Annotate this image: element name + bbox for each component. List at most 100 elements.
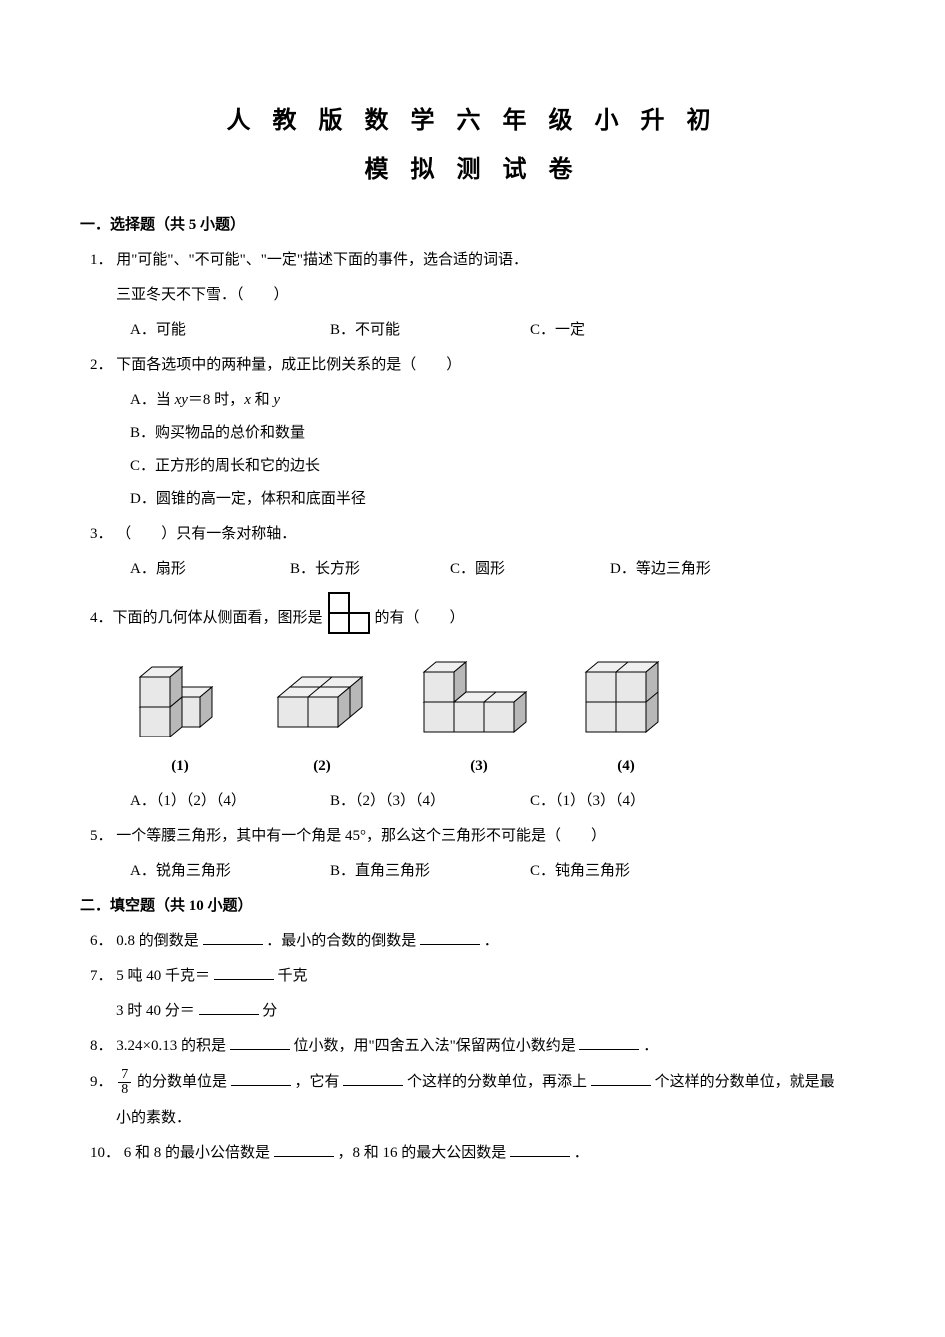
q6-p3: ． xyxy=(484,933,499,949)
q2-option-c: C．正方形的周长和它的边长 xyxy=(130,453,865,480)
q2-text: 下面各选项中的两种量，成正比例关系的是（ ） xyxy=(116,357,461,373)
q10-number: 10． xyxy=(90,1145,120,1161)
q7-l2-p1: 3 时 40 分＝ xyxy=(116,1003,195,1019)
q9-p4: 个这样的分数单位，就是最 xyxy=(655,1074,835,1090)
question-9: 9． 7 8 的分数单位是 ，它有 个这样的分数单位，再添上 个这样的分数单位，… xyxy=(80,1068,865,1097)
q4-shape3-label: (3) xyxy=(414,753,544,780)
q10-blank-2 xyxy=(510,1142,570,1157)
q9-number: 9． xyxy=(90,1074,113,1090)
q9-cont: 小的素数． xyxy=(116,1105,865,1132)
q8-p3: ． xyxy=(643,1038,658,1054)
q7-blank-1 xyxy=(214,965,274,980)
q10-p3: ． xyxy=(574,1145,589,1161)
q1-option-c: C．一定 xyxy=(530,317,730,344)
q9-fraction: 7 8 xyxy=(118,1068,131,1097)
q5-number: 5． xyxy=(90,828,113,844)
q10-p2: ，8 和 16 的最大公因数是 xyxy=(338,1145,507,1161)
q4-text-pre: 下面的几何体从侧面看，图形是 xyxy=(113,605,323,632)
q2a-and: 和 xyxy=(251,392,274,408)
cube-shape-2-icon xyxy=(262,657,382,737)
q1-options: A．可能 B．不可能 C．一定 xyxy=(130,317,865,344)
q10-blank-1 xyxy=(274,1142,334,1157)
q9-frac-den: 8 xyxy=(118,1083,131,1097)
q8-blank-1 xyxy=(230,1035,290,1050)
q8-blank-2 xyxy=(579,1035,639,1050)
q5-text: 一个等腰三角形，其中有一个角是 45°，那么这个三角形不可能是（ ） xyxy=(116,828,606,844)
question-5: 5． 一个等腰三角形，其中有一个角是 45°，那么这个三角形不可能是（ ） xyxy=(80,823,865,850)
q2a-mid: ＝8 时， xyxy=(188,392,244,408)
q3-option-b: B．长方形 xyxy=(290,556,450,583)
question-7: 7． 5 吨 40 千克＝ 千克 xyxy=(80,963,865,990)
q4-option-b: B．（2）（3）（4） xyxy=(330,788,530,815)
q4-option-c: C．（1）（3）（4） xyxy=(530,788,730,815)
section-2-header: 二．填空题（共 10 小题） xyxy=(80,893,865,920)
q2a-var2: x xyxy=(244,392,251,408)
q9-blank-1 xyxy=(231,1071,291,1086)
question-3: 3． （ ）只有一条对称轴． xyxy=(80,521,865,548)
q2-option-b: B．购买物品的总价和数量 xyxy=(130,420,865,447)
q4-shape-2: (2) xyxy=(262,657,382,780)
question-10: 10． 6 和 8 的最小公倍数是 ，8 和 16 的最大公因数是 ． xyxy=(80,1140,865,1167)
q3-options: A．扇形 B．长方形 C．圆形 D．等边三角形 xyxy=(130,556,865,583)
q3-option-d: D．等边三角形 xyxy=(610,556,770,583)
q4-options: A．（1）（2）（4） B．（2）（3）（4） C．（1）（3）（4） xyxy=(130,788,865,815)
q1-text: 用"可能"、"不可能"、"一定"描述下面的事件，选合适的词语． xyxy=(116,252,528,268)
q5-options: A．锐角三角形 B．直角三角形 C．钝角三角形 xyxy=(130,858,865,885)
q4-shape-3: (3) xyxy=(414,657,544,780)
q2-options: A．当 xy＝8 时，x 和 y B．购买物品的总价和数量 C．正方形的周长和它… xyxy=(130,387,865,513)
q1-option-a: A．可能 xyxy=(130,317,330,344)
q9-p2: ，它有 xyxy=(295,1074,340,1090)
q7-l1-p1: 5 吨 40 千克＝ xyxy=(116,968,210,984)
q7-l1-p2: 千克 xyxy=(278,968,308,984)
q10-p1: 6 和 8 的最小公倍数是 xyxy=(124,1145,270,1161)
q4-text-post: 的有（ ） xyxy=(375,605,465,632)
q7-line2: 3 时 40 分＝ 分 xyxy=(116,998,865,1025)
q3-text: （ ）只有一条对称轴． xyxy=(116,526,296,542)
q9-p1: 的分数单位是 xyxy=(137,1074,227,1090)
q4-shape-4: (4) xyxy=(576,657,676,780)
q9-p5: 小的素数． xyxy=(116,1110,191,1126)
q7-number: 7． xyxy=(90,968,113,984)
q2-number: 2． xyxy=(90,357,113,373)
q3-option-a: A．扇形 xyxy=(130,556,290,583)
cube-shape-3-icon xyxy=(414,657,544,737)
q4-shape1-label: (1) xyxy=(130,753,230,780)
q9-frac-num: 7 xyxy=(118,1068,131,1083)
q2a-pre: A．当 xyxy=(130,392,175,408)
q4-option-a: A．（1）（2）（4） xyxy=(130,788,330,815)
q2a-var3: y xyxy=(273,392,280,408)
q8-p2: 位小数，用"四舍五入法"保留两位小数约是 xyxy=(293,1038,575,1054)
section-1-header: 一．选择题（共 5 小题） xyxy=(80,212,865,239)
q3-option-c: C．圆形 xyxy=(450,556,610,583)
q6-blank-1 xyxy=(203,930,263,945)
q2-option-d: D．圆锥的高一定，体积和底面半径 xyxy=(130,486,865,513)
q5-option-c: C．钝角三角形 xyxy=(530,858,730,885)
question-2: 2． 下面各选项中的两种量，成正比例关系的是（ ） xyxy=(80,352,865,379)
q5-option-b: B．直角三角形 xyxy=(330,858,530,885)
q9-p3: 个这样的分数单位，再添上 xyxy=(407,1074,587,1090)
q1-sub: 三亚冬天不下雪．（ ） xyxy=(116,282,865,309)
q8-number: 8． xyxy=(90,1038,113,1054)
q4-shapes: (1) (2) xyxy=(130,657,865,780)
q7-blank-2 xyxy=(199,1000,259,1015)
q1-option-b: B．不可能 xyxy=(330,317,530,344)
cube-shape-1-icon xyxy=(130,657,230,737)
q6-number: 6． xyxy=(90,933,113,949)
q1-number: 1． xyxy=(90,252,113,268)
q6-p2: ．最小的合数的倒数是 xyxy=(266,933,416,949)
q9-blank-3 xyxy=(591,1071,651,1086)
q8-p1: 3.24×0.13 的积是 xyxy=(116,1038,226,1054)
cube-shape-4-icon xyxy=(576,657,676,737)
q4-shape4-label: (4) xyxy=(576,753,676,780)
page-title-line1: 人 教 版 数 学 六 年 级 小 升 初 xyxy=(80,100,865,143)
q6-blank-2 xyxy=(420,930,480,945)
question-1: 1． 用"可能"、"不可能"、"一定"描述下面的事件，选合适的词语． xyxy=(80,247,865,274)
q6-p1: 0.8 的倒数是 xyxy=(116,933,199,949)
question-8: 8． 3.24×0.13 的积是 位小数，用"四舍五入法"保留两位小数约是 ． xyxy=(80,1033,865,1060)
q4-shape-1: (1) xyxy=(130,657,230,780)
q4-side-view-icon xyxy=(327,591,371,645)
q2-option-a: A．当 xy＝8 时，x 和 y xyxy=(130,387,865,414)
question-6: 6． 0.8 的倒数是 ．最小的合数的倒数是 ． xyxy=(80,928,865,955)
q2a-var1: xy xyxy=(175,392,188,408)
q5-option-a: A．锐角三角形 xyxy=(130,858,330,885)
